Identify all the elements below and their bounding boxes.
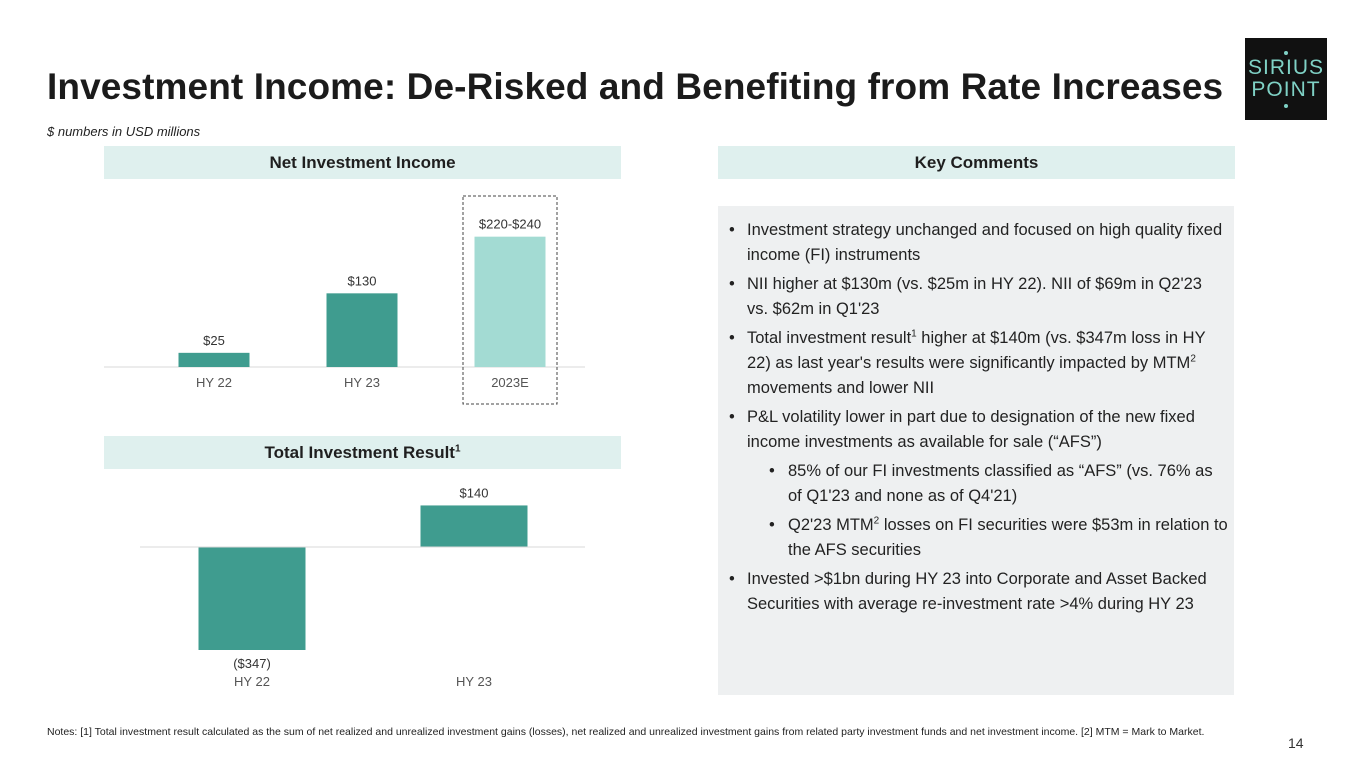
nii-value-label-2: $220-$240: [479, 217, 541, 232]
sirius-point-logo: SIRIUS POINT: [1245, 38, 1327, 120]
sub-comment-item: • Q2'23 MTM2 losses on FI securities were…: [718, 513, 1228, 563]
comment-item: • Investment strategy unchanged and focus…: [718, 218, 1227, 268]
nii-value-label-0: $25: [203, 333, 225, 348]
tir-bar-chart: ($347) HY 22 $140 HY 23: [140, 485, 585, 689]
footnotes: Notes: [1] Total investment result calcu…: [47, 726, 1205, 738]
tir-chart-header: Total Investment Result1: [104, 436, 621, 469]
bullet-icon: •: [729, 221, 735, 239]
footnote-ref: 2: [1190, 353, 1196, 365]
units-subtitle: $ numbers in USD millions: [47, 124, 201, 139]
tir-header-footnote: 1: [454, 443, 461, 455]
nii-bar-2: [474, 236, 546, 367]
page-title: Investment Income: De-Risked and Benefit…: [47, 66, 1224, 107]
nii-value-label-1: $130: [348, 273, 377, 288]
tir-value-label-1: $140: [460, 485, 489, 500]
tir-value-label-0: ($347): [233, 656, 271, 671]
page-number: 14: [1288, 735, 1304, 751]
nii-bar-0: [178, 352, 250, 367]
nii-bar-chart: $25 HY 22 $130 HY 23 $220-$240 2023E: [104, 195, 585, 405]
key-comments-header: Key Comments: [718, 146, 1235, 179]
logo-line-2: POINT: [1251, 78, 1321, 101]
key-comments-list: • Investment strategy unchanged and focus…: [718, 218, 1228, 621]
comment-item: • P&L volatility lower in part due to des…: [718, 405, 1227, 455]
bullet-icon: •: [729, 275, 735, 293]
bullet-icon: •: [769, 516, 775, 534]
bullet-icon: •: [729, 570, 735, 588]
nii-bar-1: [326, 293, 398, 367]
tir-bar-1: [420, 505, 528, 547]
tir-category-label-0: HY 22: [234, 674, 270, 689]
logo-line-1: SIRIUS: [1247, 56, 1324, 79]
bullet-icon: •: [769, 462, 775, 480]
comment-item: • NII higher at $130m (vs. $25m in HY 22)…: [718, 272, 1227, 322]
comment-item: • Invested >$1bn during HY 23 into Corpor…: [718, 567, 1227, 617]
nii-category-label-0: HY 22: [196, 375, 232, 390]
comment-item: • Total investment result1 higher at $140…: [718, 326, 1227, 401]
nii-chart-header: Net Investment Income: [104, 146, 621, 179]
footnote-ref: 2: [873, 515, 880, 527]
estimate-highlight-box: [462, 195, 558, 405]
footnote-ref: 1: [911, 328, 917, 340]
bullet-icon: •: [729, 329, 735, 347]
nii-category-label-2: 2023E: [491, 375, 529, 390]
tir-bar-0: [198, 547, 306, 650]
nii-category-label-1: HY 23: [344, 375, 380, 390]
tir-header-label: Total Investment Result: [264, 443, 455, 462]
key-comments-panel: • Investment strategy unchanged and focus…: [718, 206, 1234, 695]
tir-category-label-1: HY 23: [456, 674, 492, 689]
bullet-icon: •: [729, 408, 735, 426]
sub-comment-item: • 85% of our FI investments classified as…: [718, 459, 1228, 509]
